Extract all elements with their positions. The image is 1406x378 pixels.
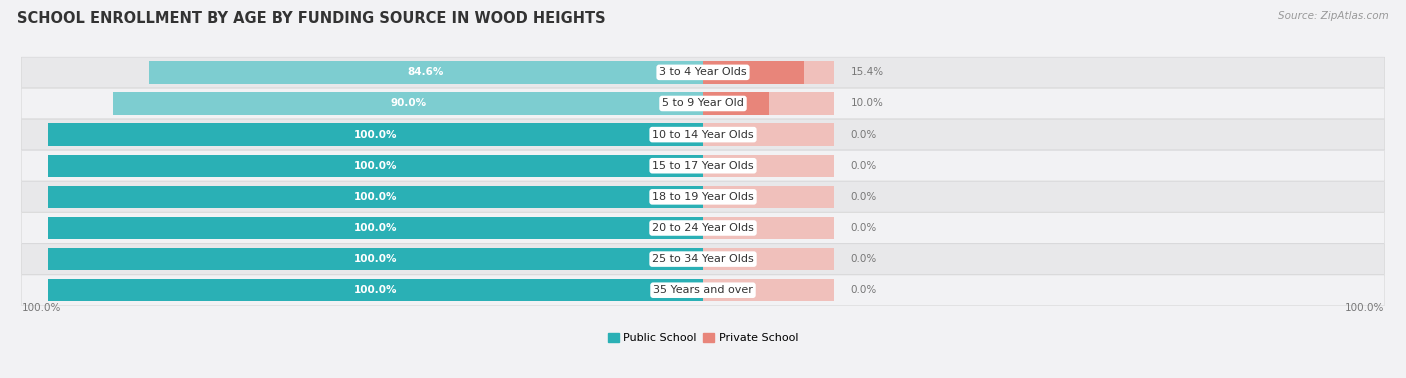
Text: 100.0%: 100.0%: [1346, 303, 1385, 313]
FancyBboxPatch shape: [21, 181, 1385, 212]
Text: 100.0%: 100.0%: [354, 192, 396, 202]
Text: 100.0%: 100.0%: [354, 223, 396, 233]
Bar: [48, 123, 703, 146]
Legend: Public School, Private School: Public School, Private School: [603, 328, 803, 348]
FancyBboxPatch shape: [21, 119, 1385, 150]
Bar: [703, 279, 834, 301]
Text: 5 to 9 Year Old: 5 to 9 Year Old: [662, 99, 744, 108]
Text: 100.0%: 100.0%: [354, 161, 396, 171]
Text: 0.0%: 0.0%: [851, 223, 877, 233]
Text: 0.0%: 0.0%: [851, 161, 877, 171]
Text: 35 Years and over: 35 Years and over: [652, 285, 754, 295]
Bar: [703, 123, 834, 146]
Text: 100.0%: 100.0%: [354, 130, 396, 139]
Bar: [149, 61, 703, 84]
FancyBboxPatch shape: [21, 57, 1385, 88]
FancyBboxPatch shape: [21, 150, 1385, 181]
Text: SCHOOL ENROLLMENT BY AGE BY FUNDING SOURCE IN WOOD HEIGHTS: SCHOOL ENROLLMENT BY AGE BY FUNDING SOUR…: [17, 11, 606, 26]
Text: Source: ZipAtlas.com: Source: ZipAtlas.com: [1278, 11, 1389, 21]
Text: 100.0%: 100.0%: [354, 285, 396, 295]
Text: 18 to 19 Year Olds: 18 to 19 Year Olds: [652, 192, 754, 202]
FancyBboxPatch shape: [21, 213, 1385, 243]
Text: 15.4%: 15.4%: [851, 67, 883, 77]
Text: 3 to 4 Year Olds: 3 to 4 Year Olds: [659, 67, 747, 77]
Text: 100.0%: 100.0%: [354, 254, 396, 264]
FancyBboxPatch shape: [21, 244, 1385, 274]
Bar: [48, 248, 703, 270]
Bar: [703, 186, 834, 208]
Text: 0.0%: 0.0%: [851, 130, 877, 139]
Bar: [703, 61, 804, 84]
Bar: [48, 186, 703, 208]
Bar: [703, 92, 834, 115]
Bar: [48, 217, 703, 239]
FancyBboxPatch shape: [21, 275, 1385, 305]
Text: 0.0%: 0.0%: [851, 254, 877, 264]
Text: 90.0%: 90.0%: [389, 99, 426, 108]
Text: 10.0%: 10.0%: [851, 99, 883, 108]
Text: 100.0%: 100.0%: [21, 303, 60, 313]
Bar: [703, 248, 834, 270]
Bar: [48, 155, 703, 177]
Bar: [703, 155, 834, 177]
Bar: [703, 61, 834, 84]
Bar: [114, 92, 703, 115]
Bar: [48, 279, 703, 301]
Text: 84.6%: 84.6%: [408, 67, 444, 77]
Text: 10 to 14 Year Olds: 10 to 14 Year Olds: [652, 130, 754, 139]
Bar: [703, 217, 834, 239]
FancyBboxPatch shape: [21, 88, 1385, 119]
Text: 0.0%: 0.0%: [851, 192, 877, 202]
Text: 15 to 17 Year Olds: 15 to 17 Year Olds: [652, 161, 754, 171]
Bar: [703, 92, 769, 115]
Text: 20 to 24 Year Olds: 20 to 24 Year Olds: [652, 223, 754, 233]
Text: 0.0%: 0.0%: [851, 285, 877, 295]
Text: 25 to 34 Year Olds: 25 to 34 Year Olds: [652, 254, 754, 264]
